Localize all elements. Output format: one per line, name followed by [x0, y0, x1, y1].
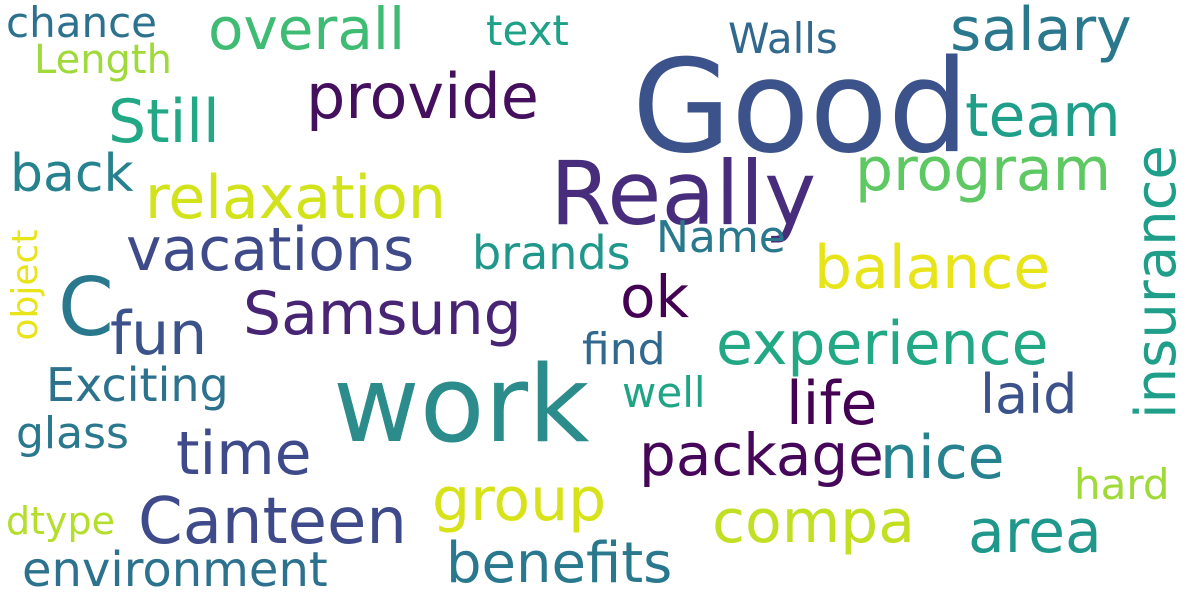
word-relaxation: relaxation: [145, 163, 446, 233]
word-name: Name: [656, 212, 786, 263]
word-ok: ok: [620, 263, 690, 331]
word-nice: nice: [880, 423, 1005, 493]
word-length: Length: [34, 37, 172, 83]
word-experience: experience: [716, 309, 1049, 379]
word-walls: Walls: [728, 14, 838, 63]
word-brands: brands: [472, 226, 631, 280]
word-find: find: [582, 324, 666, 375]
word-good: Good: [632, 33, 970, 182]
word-back: back: [10, 144, 134, 204]
word-compa: compa: [712, 487, 915, 557]
word-group: group: [432, 465, 607, 535]
word-glass: glass: [16, 408, 129, 459]
word-dtype: dtype: [6, 499, 116, 543]
word-salary: salary: [950, 0, 1132, 65]
word-time: time: [176, 419, 312, 489]
word-overall: overall: [208, 0, 406, 63]
word-hard: hard: [1074, 460, 1170, 509]
word-work: work: [333, 343, 590, 466]
word-life: life: [786, 369, 878, 439]
word-really: Really: [550, 142, 817, 245]
word-fun: fun: [110, 299, 208, 369]
word-samsung: Samsung: [243, 279, 522, 349]
word-exciting: Exciting: [46, 358, 229, 412]
word-area: area: [968, 497, 1102, 567]
word-vacations: vacations: [126, 215, 415, 285]
word-package: package: [639, 421, 884, 489]
word-object: object: [5, 229, 46, 341]
word-provide: provide: [306, 60, 539, 133]
word-laid: laid: [980, 363, 1078, 426]
word-still: Still: [108, 87, 220, 157]
word-environment: environment: [22, 542, 328, 598]
word-insurance: insurance: [1124, 145, 1189, 419]
word-team: team: [965, 81, 1121, 151]
word-program: program: [855, 135, 1112, 205]
word-canteen: Canteen: [138, 485, 407, 559]
word-balance: balance: [814, 233, 1051, 303]
word-benefits: benefits: [446, 531, 673, 596]
word-well: well: [622, 368, 706, 417]
word-chance: chance: [6, 0, 157, 47]
word-c: C: [58, 261, 114, 354]
word-text: text: [486, 6, 569, 55]
